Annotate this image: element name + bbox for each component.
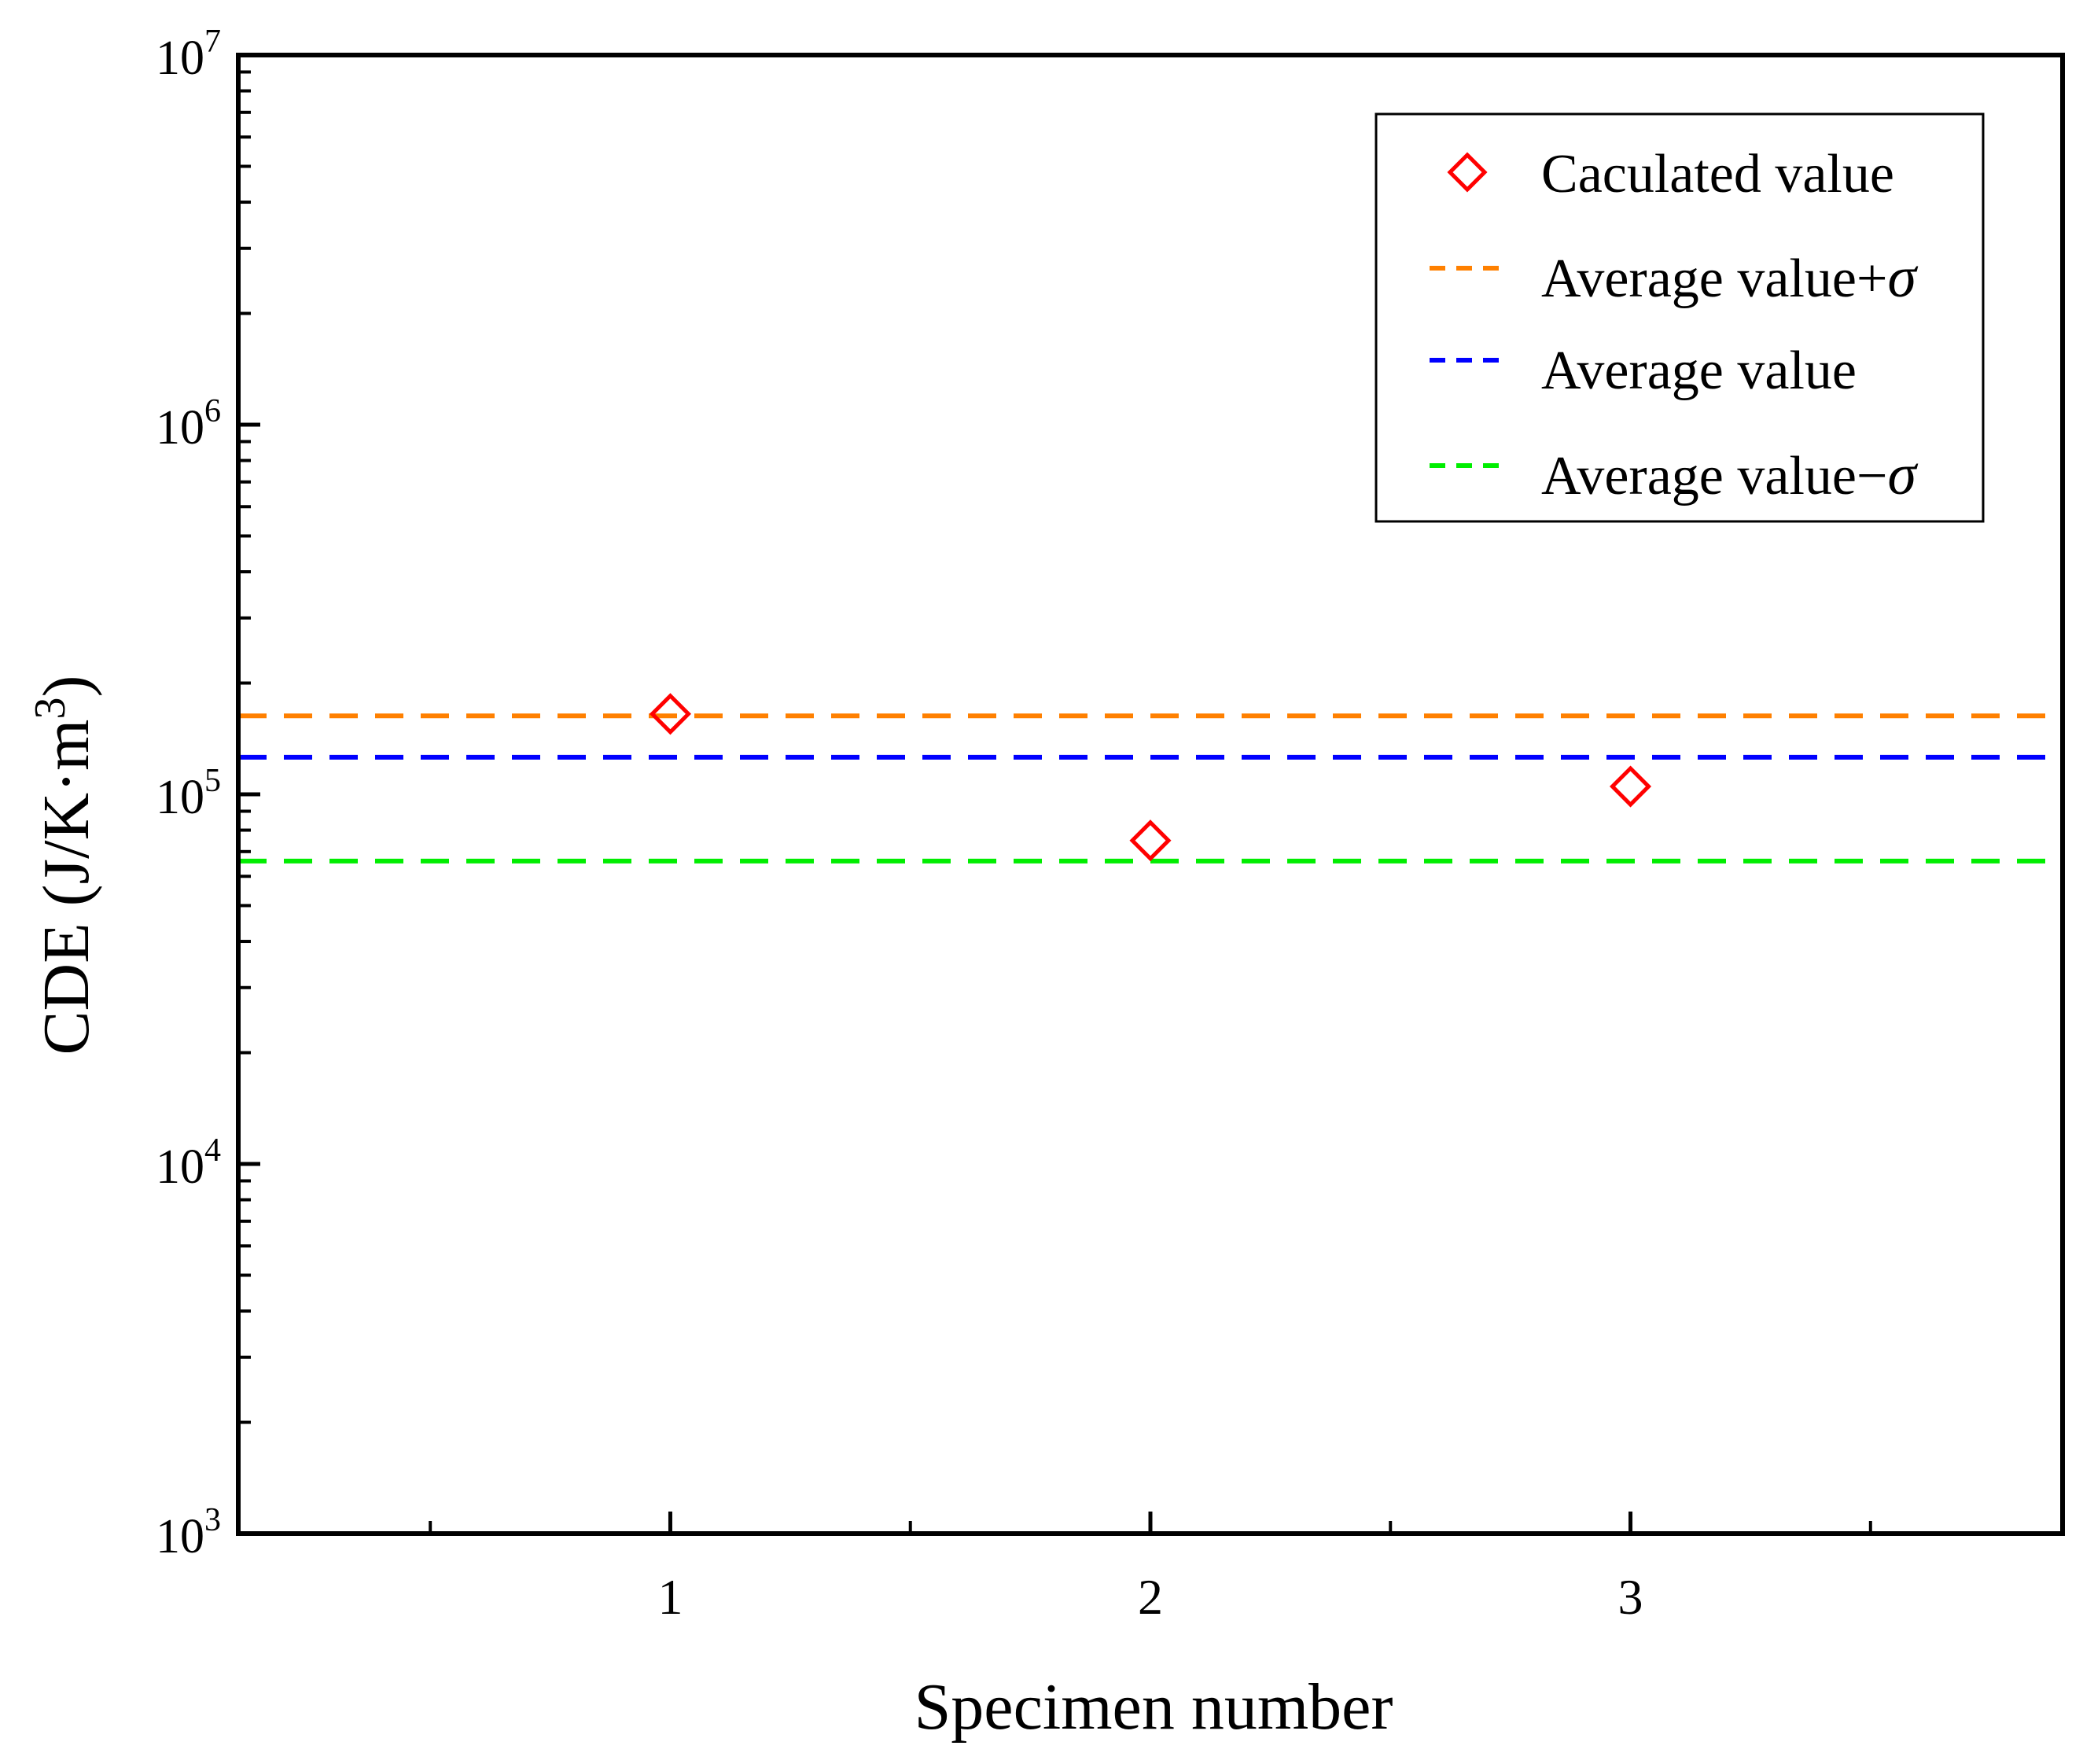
y-tick-exponent: 4 (204, 1132, 221, 1169)
data-points (649, 693, 1652, 862)
y-axis-title-main: CDE (J/K·m (30, 720, 103, 1055)
y-tick-base: 10 (156, 401, 204, 455)
legend-label: Average value+σ (1541, 245, 1918, 310)
legend-marker-diamond (1447, 152, 1488, 193)
legend-label-text: Average value− (1541, 446, 1887, 506)
legend-label: Average value (1541, 341, 1857, 401)
y-tick-label: 104 (156, 1132, 221, 1194)
data-point-specimen-1 (649, 693, 692, 735)
y-axis-title: CDE (J/K·m3) (26, 676, 103, 1055)
legend-label-text: Average value+ (1541, 249, 1887, 309)
x-tick-label: 1 (657, 1569, 683, 1625)
x-tick-label: 2 (1138, 1569, 1163, 1625)
y-tick-exponent: 3 (204, 1502, 221, 1538)
plot-frame (236, 53, 2065, 1536)
y-tick-base: 10 (156, 31, 204, 85)
legend-item-2: Average value+σ (1430, 245, 1918, 310)
y-axis-title-superscript: 3 (26, 698, 75, 720)
y-tick-base: 10 (156, 1510, 204, 1563)
y-axis-title-close: ) (30, 676, 103, 698)
reference-lines (238, 713, 2063, 864)
data-point-specimen-2 (1129, 819, 1172, 862)
x-axis-title: Specimen number (915, 1670, 1393, 1744)
legend-label: Average value−σ (1541, 443, 1918, 507)
x-tick-labels: 1 2 3 (657, 1569, 1643, 1625)
legend-label-text: Caculated value (1541, 144, 1894, 204)
y-tick-exponent: 7 (204, 24, 221, 60)
legend-item-3: Average value (1430, 341, 1857, 401)
legend-item-1: Caculated value (1447, 144, 1894, 204)
legend-item-4: Average value−σ (1430, 443, 1918, 507)
legend-label-text: Average value (1541, 341, 1857, 401)
y-tick-exponent: 5 (204, 763, 221, 799)
y-tick-label: 105 (156, 763, 221, 824)
y-tick-label: 107 (156, 24, 221, 85)
y-tick-base: 10 (156, 1140, 204, 1194)
y-tick-label: 106 (156, 393, 221, 455)
y-tick-exponent: 6 (204, 393, 221, 429)
legend-label: Caculated value (1541, 144, 1894, 204)
y-tick-label: 103 (156, 1502, 221, 1563)
data-point-specimen-3 (1609, 765, 1652, 808)
legend-label-sigma: σ (1887, 443, 1918, 507)
y-tick-base: 10 (156, 771, 204, 824)
legend-label-sigma: σ (1887, 245, 1918, 310)
x-tick-label: 3 (1618, 1569, 1643, 1625)
